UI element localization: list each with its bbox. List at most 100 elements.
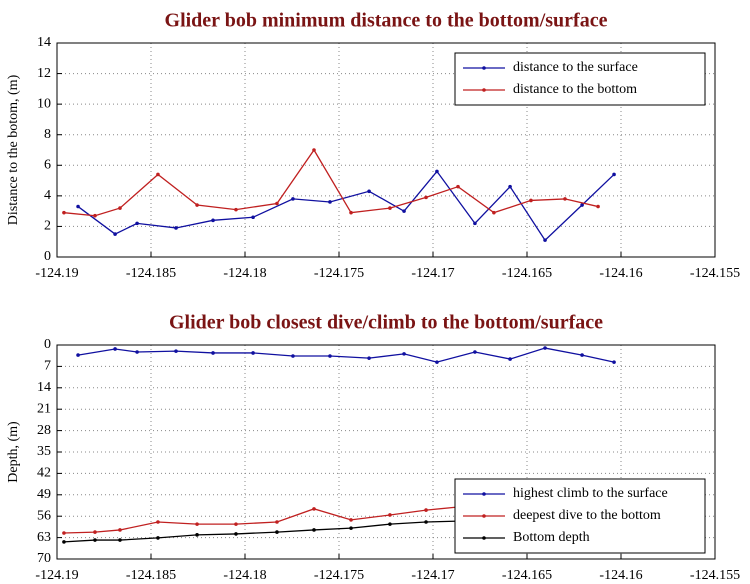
x-tick-label: -124.17 — [411, 266, 454, 281]
x-tick-label: -124.175 — [314, 266, 364, 281]
point — [251, 215, 255, 220]
point — [367, 189, 371, 194]
point — [388, 206, 392, 210]
point — [291, 197, 295, 201]
x-tick-label: -124.165 — [502, 266, 552, 281]
point — [328, 200, 332, 204]
y-tick-label: 0 — [44, 249, 51, 264]
legend-marker — [482, 514, 486, 518]
point — [195, 522, 199, 526]
legend-label: distance to the bottom — [513, 82, 637, 97]
point — [174, 349, 178, 353]
y-tick-label: 14 — [37, 35, 51, 50]
legend-label: distance to the surface — [513, 60, 638, 75]
point — [275, 530, 279, 534]
y-tick-label: 10 — [37, 96, 51, 111]
point — [612, 360, 616, 364]
point — [312, 528, 316, 532]
point — [529, 198, 533, 203]
legend-marker — [482, 492, 486, 496]
point — [424, 508, 428, 512]
legend-marker — [482, 536, 486, 540]
point — [62, 210, 66, 215]
point — [156, 536, 160, 540]
legend-label: Bottom depth — [513, 530, 590, 545]
point — [424, 195, 428, 200]
y-tick-label: 8 — [44, 127, 51, 142]
x-tick-label: -124.19 — [35, 568, 78, 583]
point — [234, 532, 238, 536]
point — [135, 350, 139, 354]
point — [508, 184, 512, 189]
point — [62, 540, 66, 544]
point — [93, 530, 97, 534]
point — [492, 210, 496, 215]
x-tick-label: -124.175 — [314, 568, 364, 583]
x-tick-label: -124.185 — [126, 568, 176, 583]
x-tick-label: -124.18 — [223, 266, 266, 281]
x-tick-label: -124.155 — [690, 568, 740, 583]
y-tick-label: 2 — [44, 219, 51, 234]
point — [424, 520, 428, 524]
point — [113, 347, 117, 351]
point — [118, 538, 122, 542]
point — [580, 203, 584, 207]
point — [508, 357, 512, 361]
y-axis-label: Distance to the botom, (m) — [6, 74, 21, 225]
point — [349, 526, 353, 530]
point — [580, 353, 584, 357]
point — [328, 354, 332, 358]
y-tick-label: 56 — [37, 508, 51, 523]
point — [596, 204, 600, 209]
point — [135, 221, 139, 226]
y-tick-label: 7 — [44, 359, 51, 374]
y-tick-label: 0 — [44, 337, 51, 352]
chart-title: Glider bob closest dive/climb to the bot… — [169, 312, 603, 334]
y-tick-label: 35 — [37, 444, 51, 459]
point — [251, 351, 255, 355]
point — [62, 531, 66, 535]
plot-frame — [56, 42, 716, 258]
point — [349, 518, 353, 522]
x-tick-label: -124.155 — [690, 266, 740, 281]
point — [402, 352, 406, 356]
point — [156, 172, 160, 177]
point — [275, 201, 279, 206]
y-tick-label: 21 — [37, 401, 51, 416]
point — [76, 353, 80, 357]
point — [211, 351, 215, 355]
point — [195, 203, 199, 207]
y-tick-label: 4 — [44, 188, 51, 203]
point — [435, 169, 439, 174]
point — [76, 204, 80, 209]
point — [473, 221, 477, 226]
y-tick-label: 70 — [37, 551, 51, 566]
point — [312, 148, 316, 152]
x-tick-label: -124.17 — [411, 568, 454, 583]
y-tick-label: 49 — [37, 487, 51, 502]
chart-title: Glider bob minimum distance to the botto… — [165, 10, 608, 32]
point — [118, 528, 122, 532]
x-tick-label: -124.19 — [35, 266, 78, 281]
point — [275, 520, 279, 524]
plot-frame — [56, 344, 716, 560]
point — [543, 238, 547, 242]
legend-box — [454, 52, 706, 106]
point — [234, 522, 238, 526]
y-tick-label: 63 — [37, 530, 51, 545]
point — [456, 184, 460, 189]
x-tick-label: -124.18 — [223, 568, 266, 583]
legend-marker — [482, 66, 486, 70]
point — [118, 206, 122, 210]
series-line — [77, 170, 615, 242]
point — [543, 346, 547, 350]
point — [402, 209, 406, 213]
point — [388, 522, 392, 526]
point — [113, 232, 117, 236]
y-tick-label: 14 — [37, 380, 51, 395]
x-tick-label: -124.16 — [599, 266, 642, 281]
point — [435, 360, 439, 364]
point — [367, 356, 371, 360]
point — [388, 513, 392, 517]
point — [563, 197, 567, 201]
